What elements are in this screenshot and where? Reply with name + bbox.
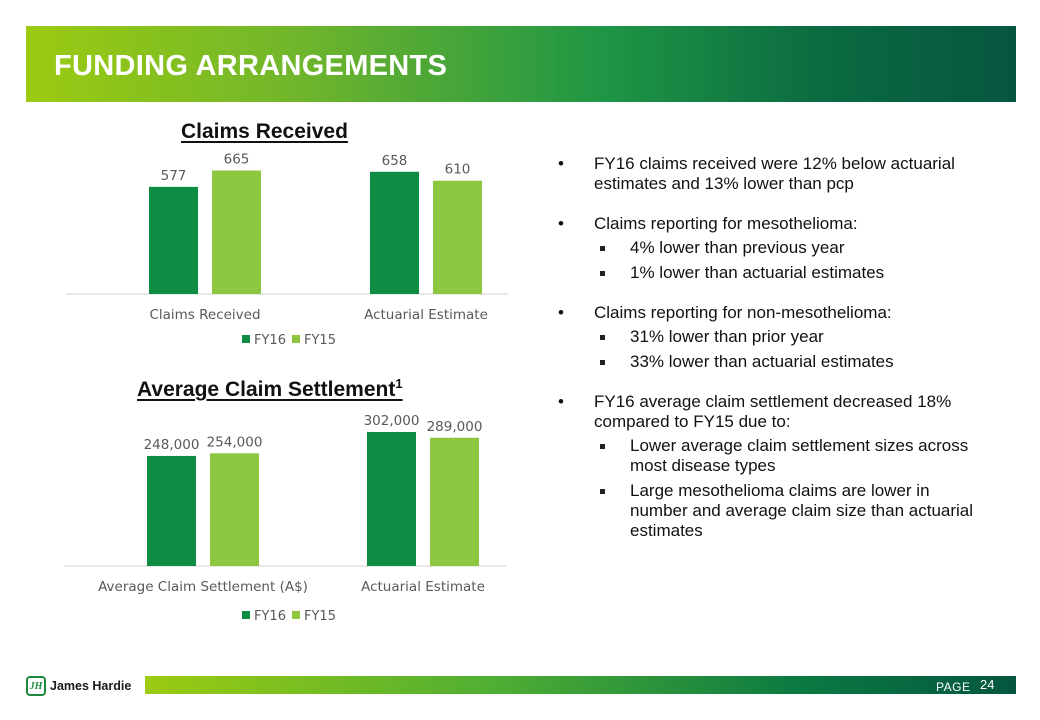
logo-text: James Hardie bbox=[50, 679, 132, 693]
data-label: 610 bbox=[445, 162, 471, 178]
page-number: 24 bbox=[980, 677, 995, 692]
bar-fy16-1 bbox=[370, 171, 419, 294]
chart-1-title: Claims Received bbox=[181, 120, 348, 143]
bar-fy16-1 bbox=[367, 431, 416, 566]
bullet-text: Claims reporting for mesothelioma: bbox=[594, 214, 858, 233]
bullet-item: FY16 average claim settlement decreased … bbox=[558, 392, 978, 541]
bullet-text: FY16 claims received were 12% below actu… bbox=[594, 154, 955, 193]
bar-fy15-0 bbox=[210, 453, 259, 566]
sub-bullet-item: 33% lower than actuarial estimates bbox=[594, 352, 978, 372]
sub-bullet-item: Lower average claim settlement sizes acr… bbox=[594, 436, 978, 476]
data-label: 289,000 bbox=[427, 419, 483, 435]
category-label: Claims Received bbox=[149, 307, 260, 323]
page-label: PAGE bbox=[936, 680, 971, 694]
sub-bullet-item: 4% lower than previous year bbox=[594, 238, 978, 258]
sub-bullet-item: 1% lower than actuarial estimates bbox=[594, 263, 978, 283]
data-label: 254,000 bbox=[207, 434, 263, 450]
bullet-item: Claims reporting for non-mesothelioma: 31… bbox=[558, 303, 978, 372]
bullet-list: FY16 claims received were 12% below actu… bbox=[558, 154, 978, 561]
legend-swatch bbox=[242, 335, 250, 343]
legend-label: FY16 bbox=[254, 333, 286, 348]
legend-swatch bbox=[292, 335, 300, 343]
data-label: 248,000 bbox=[144, 437, 200, 453]
company-logo: JH James Hardie bbox=[26, 675, 131, 697]
average-claim-settlement-chart: 248,000 254,000 Average Claim Settlement (… bbox=[64, 413, 506, 624]
category-label: Average Claim Settlement (A$) bbox=[98, 579, 308, 595]
bullet-text: Claims reporting for non-mesothelioma: bbox=[594, 303, 892, 322]
header-band: FUNDING ARRANGEMENTS bbox=[26, 26, 1016, 102]
bar-fy15-1 bbox=[430, 437, 479, 566]
page-title: FUNDING ARRANGEMENTS bbox=[54, 50, 448, 82]
legend-swatch bbox=[242, 611, 250, 619]
bullet-item: FY16 claims received were 12% below actu… bbox=[558, 154, 978, 194]
chart-2-title: Average Claim Settlement1 bbox=[137, 376, 403, 401]
sub-bullet-item: Large mesothelioma claims are lower in n… bbox=[594, 481, 978, 541]
legend-label: FY16 bbox=[254, 609, 286, 624]
bar-fy16-0 bbox=[149, 186, 198, 294]
bar-fy16-0 bbox=[147, 455, 196, 566]
legend-swatch bbox=[292, 611, 300, 619]
claims-received-chart: 577 665 Claims Received 658 610 Actuarial Est… bbox=[66, 152, 508, 348]
category-label: Actuarial Estimate bbox=[361, 579, 485, 595]
bullet-item: Claims reporting for mesothelioma: 4% low… bbox=[558, 214, 978, 283]
footer-band bbox=[145, 676, 1016, 694]
legend-label: FY15 bbox=[304, 609, 336, 624]
bullet-text: FY16 average claim settlement decreased … bbox=[594, 392, 952, 431]
data-label: 577 bbox=[161, 168, 187, 184]
bar-fy15-1 bbox=[433, 180, 482, 294]
legend-label: FY15 bbox=[304, 333, 336, 348]
data-label: 658 bbox=[382, 153, 408, 169]
data-label: 302,000 bbox=[364, 413, 420, 429]
logo-mark-icon: JH bbox=[26, 676, 46, 696]
data-label: 665 bbox=[224, 152, 250, 168]
sub-bullet-item: 31% lower than prior year bbox=[594, 327, 978, 347]
bar-fy15-0 bbox=[212, 170, 261, 294]
category-label: Actuarial Estimate bbox=[364, 307, 488, 323]
